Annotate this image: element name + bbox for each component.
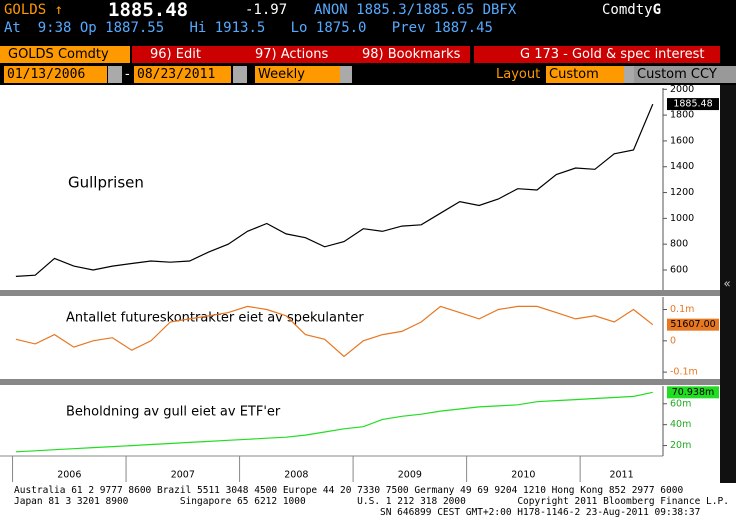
last-value-label: 1885.48	[673, 99, 712, 110]
footer-line: SN 646899 CEST GMT+2:00 H178-1146-2 23-A…	[380, 507, 701, 518]
menu-item[interactable]: 98) Bookmarks	[362, 47, 461, 62]
panel-divider	[0, 379, 720, 385]
data-line	[15, 103, 654, 277]
layout-select[interactable]: Custom	[546, 66, 625, 83]
x-tick-label: 2011	[609, 470, 633, 481]
last-value-tag	[667, 386, 719, 399]
last-value-label: 70.938m	[672, 387, 715, 398]
market: ComdtyG	[602, 3, 661, 17]
start-date[interactable]: 01/13/2006	[4, 66, 107, 83]
market-key: G	[652, 2, 662, 18]
change: -1.97	[245, 2, 288, 18]
low: Lo 1875.0	[290, 20, 367, 36]
panel-label: Antallet futureskontrakter eiet av speku…	[66, 311, 364, 326]
y-tick-label: 0	[670, 335, 676, 346]
y-tick-label: 1600	[670, 135, 694, 146]
prev: Prev 1887.45	[391, 20, 493, 36]
calendar-icon[interactable]	[233, 66, 247, 83]
y-tick-label: 0.1m	[670, 304, 694, 315]
time: At 9:38	[4, 20, 72, 36]
menu-item[interactable]: 96) Edit	[150, 47, 201, 62]
y-tick-label: -0.1m	[670, 367, 698, 378]
y-tick-label: 20m	[670, 440, 691, 451]
page-title: G 173 - Gold & spec interest	[474, 46, 720, 63]
x-tick-label: 2007	[171, 470, 195, 481]
y-tick-label: 800	[670, 239, 688, 250]
x-tick-label: 2009	[398, 470, 422, 481]
end-date[interactable]: 08/23/2011	[134, 66, 231, 83]
open: Op 1887.55	[79, 20, 165, 36]
period-select[interactable]: Weekly	[255, 66, 342, 83]
x-tick-label: 2006	[57, 470, 81, 481]
menu-bar	[132, 46, 470, 63]
market-sector: Comdty	[602, 2, 653, 18]
last-value-tag	[667, 98, 719, 111]
dropdown-arrow[interactable]	[340, 66, 352, 83]
y-tick-label: 1800	[670, 110, 694, 121]
last-value-label: 51607.00	[670, 319, 715, 330]
panel-divider	[0, 290, 720, 296]
quote-line: At 9:38 Op 1887.55 Hi 1913.5 Lo 1875.0 P…	[4, 21, 493, 35]
security-field[interactable]: GOLDS Comdty	[0, 46, 130, 63]
y-tick-label: 2000	[670, 84, 694, 95]
footer-line: Australia 61 2 9777 8600 Brazil 5511 304…	[14, 485, 684, 496]
footer-background	[0, 483, 736, 527]
currency-select[interactable]: Custom CCY	[634, 66, 736, 83]
y-tick-label: 60m	[670, 398, 691, 409]
high: Hi 1913.5	[189, 20, 266, 36]
last-value-tag	[667, 318, 719, 331]
y-tick-label: 40m	[670, 419, 691, 430]
panel-label: Gullprisen	[68, 174, 144, 192]
y-tick-label: 1200	[670, 187, 694, 198]
x-tick-label: 2008	[284, 470, 308, 481]
quote: ANON 1885.3/1885.65 DBFX	[314, 2, 517, 18]
side-strip	[720, 85, 736, 483]
date-separator: -	[125, 67, 130, 82]
ticker: GOLDS ↑	[4, 2, 64, 18]
footer-line: Japan 81 3 3201 8900 Singapore 65 6212 1…	[14, 496, 729, 507]
data-line	[15, 391, 653, 453]
panel-label: Beholdning av gull eiet av ETF'er	[66, 405, 281, 420]
menu-item[interactable]: 97) Actions	[255, 47, 329, 62]
price: 1885.48	[108, 0, 189, 21]
data-line	[15, 305, 654, 358]
collapse-icon[interactable]: «	[723, 277, 730, 291]
chart-background	[0, 85, 720, 483]
x-tick-label: 2010	[511, 470, 535, 481]
dropdown-arrow[interactable]	[624, 66, 636, 83]
y-tick-label: 600	[670, 264, 688, 275]
calendar-icon[interactable]	[108, 66, 122, 83]
y-tick-label: 1000	[670, 213, 694, 224]
y-tick-label: 1400	[670, 161, 694, 172]
layout-label: Layout	[496, 67, 541, 82]
